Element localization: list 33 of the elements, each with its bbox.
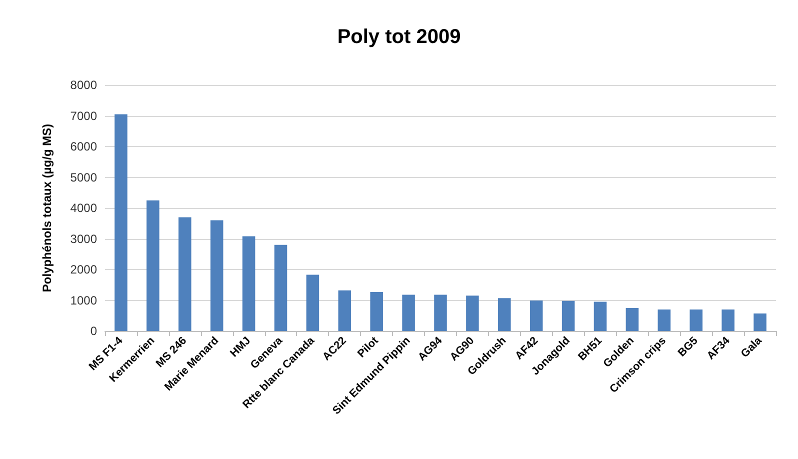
y-tick-label: 3000: [70, 232, 98, 246]
bar: [722, 309, 734, 331]
y-tick-label: 1000: [70, 293, 98, 308]
y-tick-label: 2000: [70, 262, 98, 276]
bar: [562, 300, 575, 331]
bar: [498, 298, 511, 331]
bar: [146, 200, 160, 331]
bar: [434, 294, 447, 331]
bar: [402, 294, 415, 331]
y-tick-label: 0: [90, 324, 98, 338]
bar: [114, 114, 128, 331]
bar: [210, 220, 224, 331]
bar: [466, 296, 479, 331]
bar: [754, 313, 766, 331]
bar: [338, 290, 352, 331]
y-tick-label: 7000: [70, 108, 98, 123]
y-tick-label: 8000: [70, 78, 98, 92]
bar: [178, 217, 192, 331]
y-tick-label: 4000: [70, 201, 98, 215]
bar: [626, 308, 639, 331]
bar: [690, 309, 703, 331]
bar: [242, 236, 256, 331]
bar: [274, 244, 288, 331]
bar: [370, 292, 383, 331]
y-tick-label: 6000: [70, 140, 98, 154]
chart-title: Poly tot 2009: [337, 26, 461, 48]
bar: [306, 274, 320, 331]
bar: [658, 309, 671, 331]
x-tick-label: Gala: [738, 334, 765, 360]
bar: [594, 302, 607, 331]
y-tick-label: 5000: [70, 170, 98, 184]
y-axis-title: Polyphénols totaux (µg/g MS): [40, 124, 54, 292]
bar: [530, 300, 543, 331]
